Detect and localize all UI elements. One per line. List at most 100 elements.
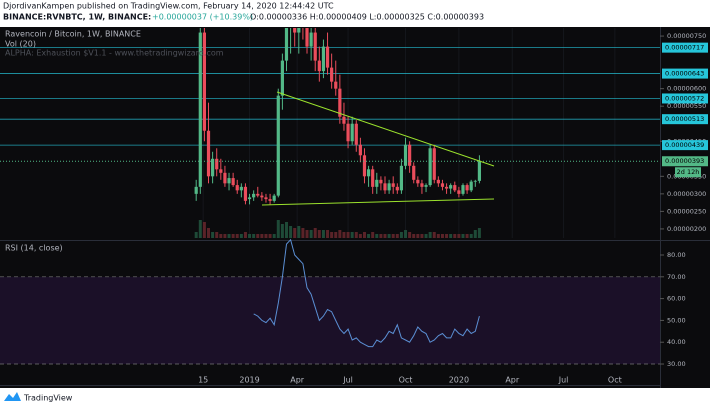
- trendline: [261, 198, 495, 206]
- candle-body: [243, 186, 248, 201]
- candle-body: [223, 172, 227, 184]
- candle-body: [444, 186, 449, 189]
- candle-body: [379, 179, 383, 184]
- volume-bar: [436, 234, 440, 238]
- volume-bar: [272, 234, 276, 238]
- candle-body: [215, 158, 219, 170]
- y-tick-label: 0.00000250: [667, 207, 706, 215]
- y-tick-label: 50.00: [667, 316, 686, 324]
- candle-body: [272, 195, 276, 201]
- candle-body: [457, 190, 461, 194]
- volume-bar: [313, 228, 317, 238]
- volume-bar: [280, 224, 284, 238]
- candle-body: [412, 165, 416, 180]
- candle-body: [387, 183, 391, 191]
- candle-body: [354, 123, 358, 145]
- volume-bar: [375, 234, 379, 238]
- candle-body: [420, 183, 424, 187]
- volume-bar: [211, 232, 215, 238]
- chart-title: Ravencoin / Bitcoin, 1W, BINANCE: [5, 30, 141, 39]
- candle-body: [247, 197, 252, 200]
- x-tick-label: Apr: [290, 376, 305, 385]
- indicator-label: ALPHA: Exhaustion $V1.1 - www.thetrading…: [5, 49, 224, 58]
- volume-bar: [297, 226, 301, 238]
- candle-body: [362, 155, 367, 177]
- candle-body: [383, 183, 387, 191]
- volume-bar: [469, 234, 473, 238]
- candle-body: [309, 32, 313, 47]
- candle-body: [473, 180, 477, 182]
- level-label: 0.00000643: [665, 70, 704, 78]
- candle-body: [391, 183, 395, 187]
- price-pane: [0, 28, 660, 238]
- volume-bar: [408, 232, 412, 238]
- x-tick-label: Jul: [558, 376, 569, 385]
- candle-body: [268, 199, 272, 201]
- candle-body: [375, 179, 379, 187]
- volume-bar: [284, 222, 288, 238]
- candle-body: [231, 178, 235, 186]
- countdown: 2d 12h: [677, 168, 700, 176]
- candle-body: [465, 185, 469, 191]
- candle-body: [399, 165, 404, 191]
- y-tick-label: 0.00000750: [667, 32, 706, 40]
- volume-bar: [231, 234, 235, 238]
- candle-body: [202, 32, 207, 131]
- candle-body: [403, 144, 408, 166]
- volume-bar: [202, 222, 206, 238]
- candle-body: [334, 81, 338, 89]
- candle-body: [198, 32, 202, 187]
- y-tick-label: 0.00000600: [667, 85, 706, 93]
- level-tag: [662, 42, 708, 53]
- last-price-tag: [662, 156, 708, 167]
- candle-body: [461, 185, 465, 194]
- volume-bar: [404, 230, 408, 238]
- volume-bar: [416, 234, 420, 238]
- candle-body: [239, 186, 243, 191]
- volume-bar: [358, 234, 362, 238]
- change: +0.00000037 (+10.39%): [152, 13, 253, 22]
- footer-bg: [0, 388, 710, 408]
- countdown-tag: [675, 167, 701, 178]
- axes: 15 2019 Apr Jul Oct 2020 Apr Jul Oct 0.00000750 0.…: [198, 32, 708, 385]
- candle-body: [408, 144, 412, 166]
- volume-bar: [194, 232, 198, 238]
- volume-bar: [223, 234, 227, 238]
- candle-body: [424, 185, 428, 187]
- volume-bar: [391, 234, 395, 238]
- level-tag: [662, 140, 708, 151]
- candle-body: [260, 195, 264, 198]
- x-tick-label: 2019: [239, 376, 259, 385]
- candle-body: [211, 158, 215, 177]
- x-tick-label: 15: [198, 376, 208, 385]
- volume-bar: [346, 232, 350, 238]
- y-tick-label: 60.00: [667, 295, 686, 303]
- volume-bar: [207, 228, 211, 238]
- y-tick-label: 0.00000200: [667, 225, 706, 233]
- candle-body: [358, 144, 362, 156]
- y-tick-label: 0.00000550: [667, 102, 706, 110]
- candle-body: [338, 88, 342, 117]
- candle-body: [395, 186, 399, 191]
- y-tick-label: 40.00: [667, 338, 686, 346]
- candle-body: [305, 28, 309, 47]
- volume-bar: [379, 234, 383, 238]
- volume-bar: [420, 234, 424, 238]
- y-tick-label: 80.00: [667, 251, 686, 259]
- volume-bar: [453, 234, 457, 238]
- volume-bar: [367, 234, 371, 238]
- y-tick-label: 0.00000300: [667, 190, 706, 198]
- volume-bar: [371, 232, 375, 238]
- volume-bar: [239, 234, 243, 238]
- volume-bar: [321, 230, 325, 238]
- volume-label: Vol (20): [5, 40, 36, 49]
- candle-body: [432, 148, 436, 180]
- volume-bar: [248, 234, 252, 238]
- volume-bar: [457, 234, 461, 238]
- rsi-title: RSI (14, close): [5, 244, 63, 253]
- publisher: DjordivanKampen published on TradingView…: [3, 2, 334, 11]
- volume-bar: [428, 232, 432, 238]
- x-tick-label: 2020: [449, 376, 469, 385]
- volume-bar: [243, 232, 247, 238]
